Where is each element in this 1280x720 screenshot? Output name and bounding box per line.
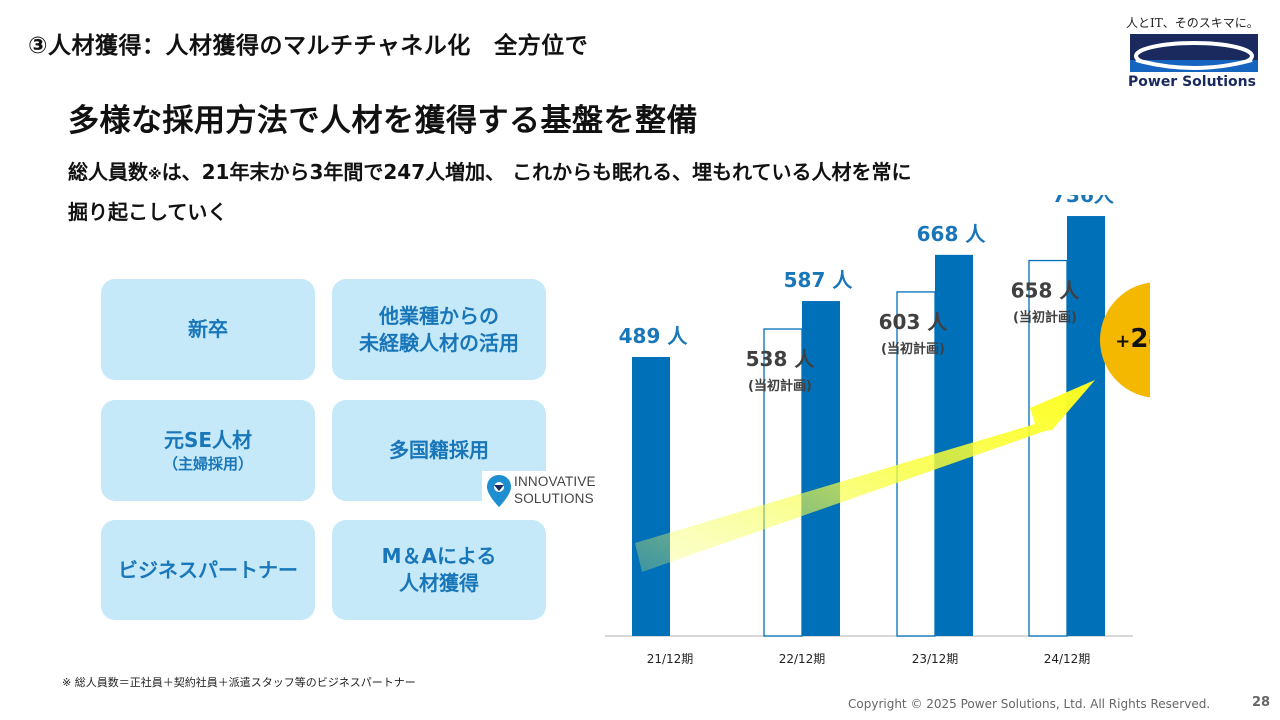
method-label: M＆Aによる (381, 544, 497, 568)
actual-value-label: 587 人 (784, 268, 854, 292)
actual-value-label: 736人 (1052, 195, 1115, 207)
subtitle-line-2: 掘り起こしていく (68, 200, 228, 224)
plan-value-label: 603 人 (879, 310, 949, 334)
footnote: ※ 総人員数＝正社員＋契約社員＋派遣スタッフ等のビジネスパートナー (62, 676, 416, 689)
method-label: 元SE人材 (163, 428, 253, 452)
actual-bar (802, 301, 840, 636)
plan-value-label: 658 人 (1011, 279, 1081, 303)
plan-bar (763, 328, 803, 637)
subtitle-note-mark: ※ (148, 167, 162, 183)
method-label: 他業種からの (379, 303, 499, 328)
method-label: 新卒 (188, 317, 228, 341)
headcount-bar-chart: 489 人 21/12期 538 人 (当初計画) 587 人 22/12期 603 人 (当… (605, 195, 1150, 666)
method-label-line-2: 人材獲得 (399, 571, 479, 595)
method-label: 多国籍採用 (389, 438, 489, 462)
method-label: ビジネスパートナー (118, 557, 298, 582)
subtitle-part-a: 総人員数 (68, 160, 148, 184)
logo-brand: Power Solutions (1128, 74, 1256, 90)
company-logo: 人とIT、そのスキマに。 Power Solutions (1118, 14, 1268, 94)
badge-line-2: SOLUTIONS (514, 491, 594, 506)
logo-tagline: 人とIT、そのスキマに。 (1126, 16, 1259, 30)
actual-bar (632, 356, 670, 636)
copyright: Copyright © 2025 Power Solutions, Ltd. A… (848, 697, 1211, 711)
plan-sublabel: (当初計画) (881, 341, 945, 357)
location-pin-icon (487, 475, 511, 507)
power-solutions-emblem-icon (1130, 34, 1258, 72)
method-box-mna: M＆Aによる 人材獲得 (332, 520, 546, 620)
increase-callout-circle (1100, 282, 1150, 398)
method-sublabel: （主婦採用） (162, 455, 253, 473)
growth-arrow-icon (635, 380, 1095, 572)
main-heading: 多様な採用方法で人材を獲得する基盤を整備 (68, 103, 698, 139)
innovative-solutions-badge: INNOVATIVE SOLUTIONS (482, 471, 596, 509)
method-box-new-graduates: 新卒 (101, 279, 315, 380)
plan-bar (1028, 259, 1068, 637)
plan-value-label: 538 人 (746, 347, 816, 371)
x-tick-label: 21/12期 (647, 652, 694, 666)
actual-value-label: 668 人 (917, 222, 987, 246)
method-box-career-change: 他業種からの 未経験人材の活用 (332, 279, 546, 380)
plan-sublabel: (当初計画) (1013, 310, 1077, 326)
plan-sublabel: (当初計画) (748, 378, 812, 394)
method-label-line-2: 未経験人材の活用 (359, 330, 519, 355)
x-tick-label: 24/12期 (1044, 652, 1091, 666)
x-tick-label: 23/12期 (912, 652, 959, 666)
x-tick-label: 22/12期 (779, 652, 826, 666)
page-number: 28 (1252, 695, 1271, 710)
method-box-business-partner: ビジネスパートナー (101, 520, 315, 620)
badge-line-1: INNOVATIVE (514, 474, 596, 489)
subtitle: 総人員数※は、21年末から3年間で247人増加、 これからも眠れる、埋もれている… (68, 154, 1148, 231)
method-box-former-se: 元SE人材 （主婦採用） (101, 400, 315, 501)
actual-value-label: 489 人 (619, 324, 689, 348)
increase-callout-label: +247人 (1115, 324, 1150, 354)
section-title: ③人材獲得：人材獲得のマルチチャネル化 全方位で (28, 33, 589, 59)
subtitle-part-b: は、21年末から3年間で247人増加、 これからも眠れる、埋もれている人材を常に (161, 160, 912, 184)
actual-bar (1067, 216, 1105, 637)
